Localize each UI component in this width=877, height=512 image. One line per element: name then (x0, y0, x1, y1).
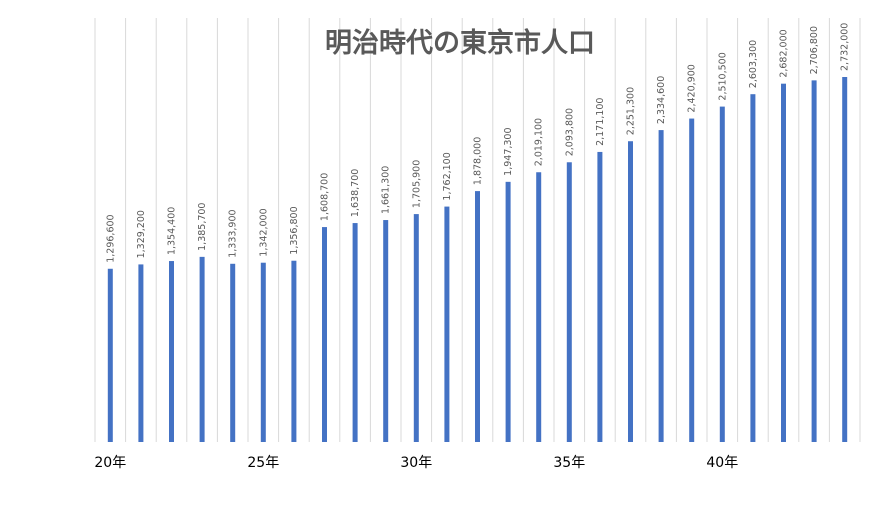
data-label-25: 1,342,000 (258, 208, 269, 256)
bar-35 (566, 162, 572, 442)
bar-20 (107, 268, 113, 442)
bar-40 (719, 106, 725, 443)
x-tick-label: 35年 (553, 455, 585, 471)
x-tick-label: 25年 (247, 455, 279, 471)
data-label-38: 2,334,600 (656, 76, 667, 124)
data-label-39: 2,420,900 (687, 64, 698, 112)
data-label-28: 1,638,700 (350, 169, 361, 217)
data-label-31: 1,762,100 (442, 152, 453, 200)
data-label-35: 2,093,800 (564, 108, 575, 156)
data-label-33: 1,947,300 (503, 127, 514, 175)
data-label-37: 2,251,300 (626, 87, 637, 135)
data-labels: 1,296,600 1,329,200 1,354,400 1,385,700 1,33… (105, 23, 850, 263)
data-label-44: 2,732,000 (840, 23, 851, 71)
data-label-34: 2,019,100 (534, 118, 545, 166)
bar-27 (322, 227, 327, 442)
bar-31 (444, 206, 450, 442)
bar-37 (628, 141, 633, 443)
data-label-21: 1,329,200 (136, 210, 147, 258)
data-label-22: 1,354,400 (167, 207, 178, 255)
bar-43 (811, 80, 817, 443)
x-tick-label: 30年 (400, 455, 432, 471)
bar-38 (658, 130, 664, 443)
bar-30 (413, 214, 419, 442)
bar-23 (199, 256, 205, 442)
data-label-32: 1,878,000 (473, 137, 484, 185)
data-label-36: 2,171,100 (595, 98, 606, 146)
bar-36 (597, 151, 603, 442)
bar-33 (505, 181, 511, 443)
bar-34 (536, 172, 542, 442)
data-label-24: 1,333,900 (228, 209, 239, 257)
bar-29 (383, 220, 389, 442)
grid-lines (94, 18, 861, 442)
data-label-43: 2,706,800 (809, 26, 820, 74)
x-axis-tick-labels: 20年 25年 30年 35年 40年 (94, 455, 738, 471)
data-label-40: 2,510,500 (717, 52, 728, 100)
bar-21 (138, 264, 144, 442)
x-tick-label: 40年 (706, 455, 738, 471)
data-label-23: 1,385,700 (197, 203, 208, 251)
bars (107, 77, 848, 443)
bar-26 (291, 260, 297, 442)
x-tick-label: 20年 (94, 455, 126, 471)
data-label-42: 2,682,000 (779, 29, 790, 77)
data-label-20: 1,296,600 (105, 214, 116, 262)
bar-42 (781, 83, 786, 442)
bar-22 (169, 261, 174, 442)
data-label-30: 1,705,900 (411, 160, 422, 208)
bar-24 (230, 263, 236, 442)
bar-41 (750, 94, 756, 442)
bar-28 (352, 223, 358, 442)
chart-title: 明治時代の東京市人口 (325, 27, 595, 59)
bar-32 (475, 191, 480, 442)
bar-44 (842, 77, 848, 442)
data-label-29: 1,661,300 (381, 166, 392, 214)
data-label-41: 2,603,300 (748, 40, 759, 88)
data-label-27: 1,608,700 (320, 173, 331, 221)
bar-25 (260, 262, 266, 442)
bar-39 (689, 118, 695, 442)
data-label-26: 1,356,800 (289, 206, 300, 254)
